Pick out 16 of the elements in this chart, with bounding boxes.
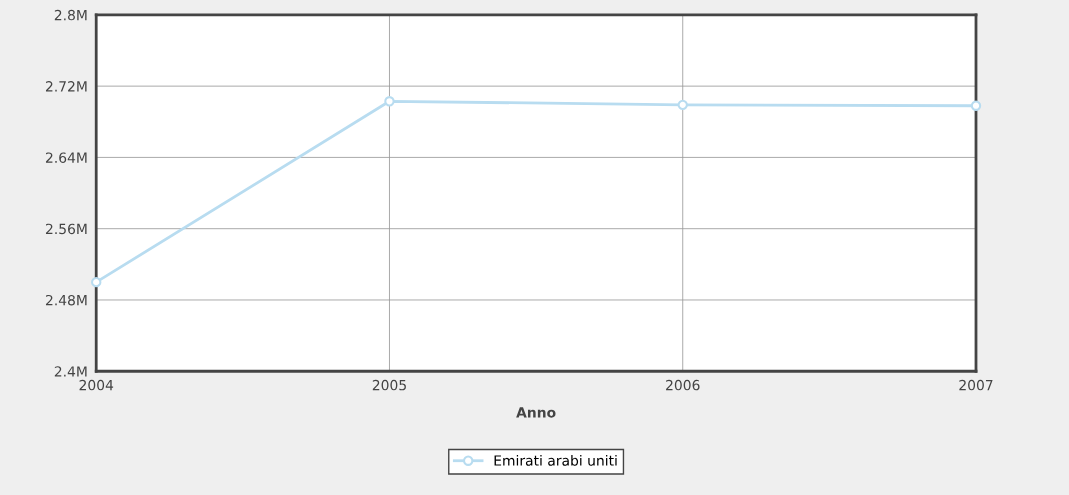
x-tick-label: 2005 [372, 379, 406, 391]
y-tick-label: 2.48M [45, 294, 87, 306]
y-tick-label: 2.72M [45, 81, 87, 92]
y-tick-label: 2.8M [54, 9, 87, 21]
legend-label: Emirati arabi uniti [494, 455, 617, 466]
point [384, 96, 395, 107]
point [91, 276, 102, 288]
x-tick-label: 2004 [79, 379, 114, 391]
point [970, 100, 982, 111]
point [677, 99, 688, 111]
x-tick-label: 2007 [959, 379, 993, 391]
y-tick-label: 2.56M [45, 223, 87, 235]
x-tick-label: 2006 [666, 379, 700, 391]
y-tick-label: 2.4M [54, 366, 87, 377]
y-tick-label: 2.64M [45, 152, 87, 163]
x-axis-title: Anno [516, 407, 556, 418]
